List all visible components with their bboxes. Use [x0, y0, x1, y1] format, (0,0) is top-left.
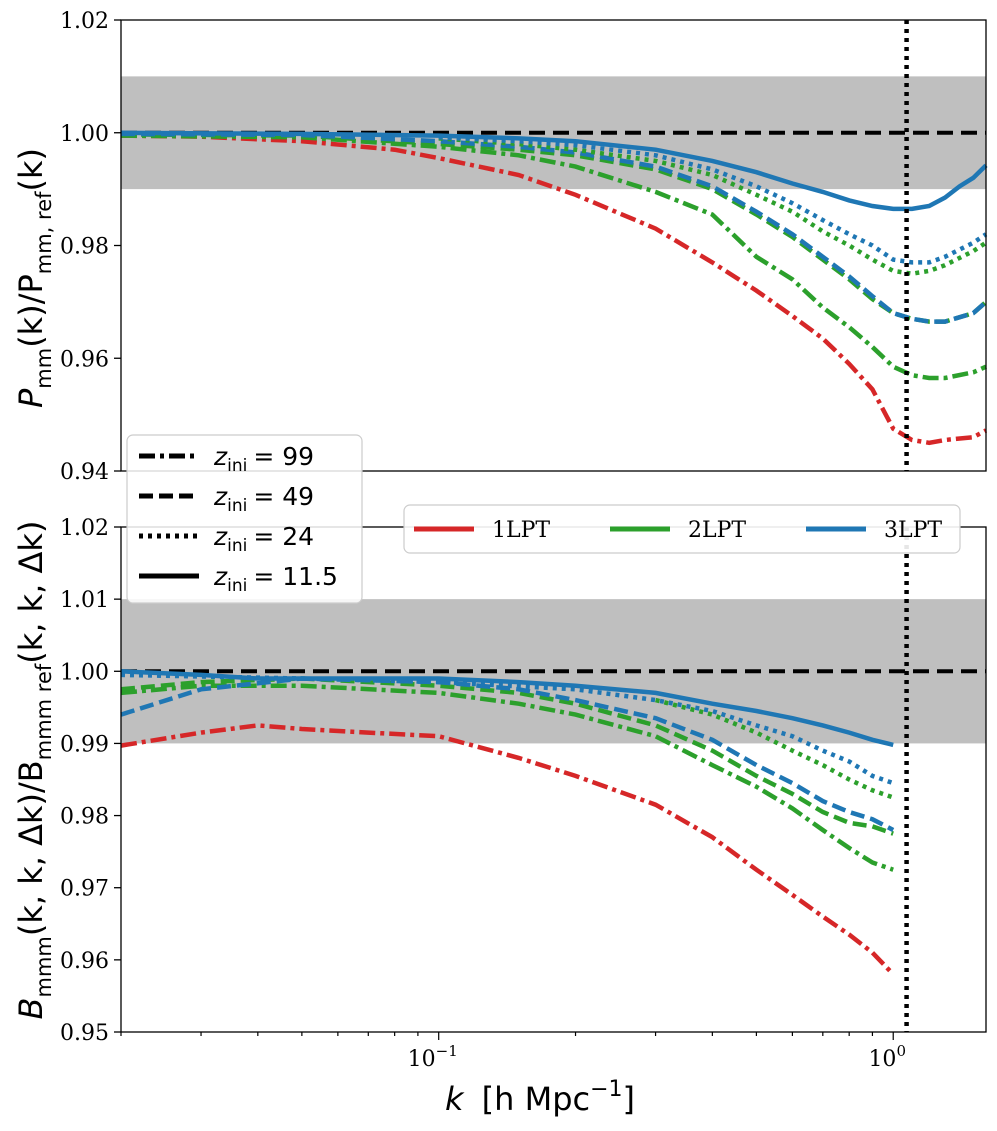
bot-ytick-label: 0.97 — [60, 877, 109, 902]
top-ytick-label: 1.00 — [60, 122, 109, 147]
bottom-series-group — [120, 669, 895, 976]
bot-ytick-label: 0.99 — [60, 732, 109, 757]
top-y-axis-label: Pmm(k)/Pmm, ref(k) — [12, 148, 56, 408]
bot-series-1lpt-z99 — [120, 723, 895, 976]
color-legend-label-1lpt: 1LPT — [492, 518, 550, 543]
style-legend-box — [126, 434, 363, 604]
color-legend-label-3lpt: 3LPT — [884, 518, 942, 543]
x-tick-label: 10−1 — [408, 1042, 458, 1072]
bot-series-2lpt-z24 — [655, 697, 894, 800]
bottom-y-main: B — [12, 997, 50, 1019]
style-legend-label: zini = 49 — [213, 482, 314, 516]
top-series-group — [120, 130, 988, 446]
top-y-ticks: 0.94 0.96 0.98 1.00 1.02 — [60, 9, 121, 485]
bottom-y-mid: (k, k, Δk)/B — [12, 760, 50, 936]
top-panel: 0.94 0.96 0.98 1.00 1.02 — [60, 9, 988, 485]
bot-ytick-label: 1.02 — [60, 516, 109, 541]
top-y-main: P — [12, 388, 50, 408]
bottom-x-ticks: 10−1 100 — [120, 1032, 906, 1072]
top-y-sub2: mm, ref — [32, 191, 56, 274]
top-ytick-label: 0.98 — [60, 235, 109, 260]
style-legend: zini = 99 zini = 49 zini = 24 zini = 11.5 — [126, 434, 363, 604]
top-ytick-label: 1.02 — [60, 9, 109, 34]
bot-ytick-label: 0.95 — [60, 1021, 109, 1046]
top-series-2lpt-z99 — [120, 133, 987, 381]
top-series-1lpt-z99 — [120, 133, 988, 446]
top-series-3lpt-z49 — [120, 131, 988, 324]
bot-series-3lpt-z11p5 — [120, 669, 894, 748]
x-axis-unit: [h Mpc — [482, 1080, 590, 1118]
top-series-3lpt-z24 — [438, 135, 988, 265]
x-axis-label: k [h Mpc−1] — [445, 1077, 635, 1118]
bot-ytick-label: 0.98 — [60, 805, 109, 830]
bot-ytick-label: 1.00 — [60, 660, 109, 685]
bottom-y-end: (k, k, Δk) — [12, 521, 50, 664]
x-axis-k: k — [445, 1080, 465, 1118]
top-y-end: (k) — [12, 148, 50, 192]
color-legend-box — [403, 504, 961, 554]
bottom-y-sub: mmm — [32, 936, 56, 997]
x-tick-label: 100 — [868, 1042, 906, 1072]
top-ytick-label: 0.96 — [60, 347, 109, 372]
top-series-3lpt-z11p5 — [120, 130, 988, 212]
bottom-y-sub2: mmm ref — [32, 663, 56, 760]
style-legend-label: zini = 24 — [213, 522, 314, 556]
x-axis-exp: −1 — [590, 1077, 622, 1102]
bottom-panel: 0.95 0.96 0.97 0.98 0.99 1.00 1.01 1.02 10−1 100 — [60, 516, 987, 1072]
top-y-mid: (k)/P — [12, 274, 50, 348]
bottom-y-axis-label: Bmmm(k, k, Δk)/Bmmm ref(k, k, Δk) — [12, 521, 56, 1020]
color-legend: 1LPT 2LPT 3LPT — [403, 504, 961, 554]
style-legend-label: zini = 99 — [213, 442, 314, 476]
bot-ytick-label: 0.96 — [60, 949, 109, 974]
top-series-2lpt-z24 — [438, 136, 988, 276]
color-legend-label-2lpt: 2LPT — [688, 518, 746, 543]
style-legend-label: zini = 11.5 — [213, 562, 338, 596]
bot-series-2lpt-z99 — [120, 683, 894, 872]
bottom-y-ticks: 0.95 0.96 0.97 0.98 0.99 1.00 1.01 1.02 — [60, 516, 121, 1046]
x-axis-close: ] — [623, 1080, 635, 1118]
bot-ytick-label: 1.01 — [60, 588, 109, 613]
top-y-sub: mm — [32, 348, 56, 389]
top-ytick-label: 0.94 — [60, 460, 109, 485]
